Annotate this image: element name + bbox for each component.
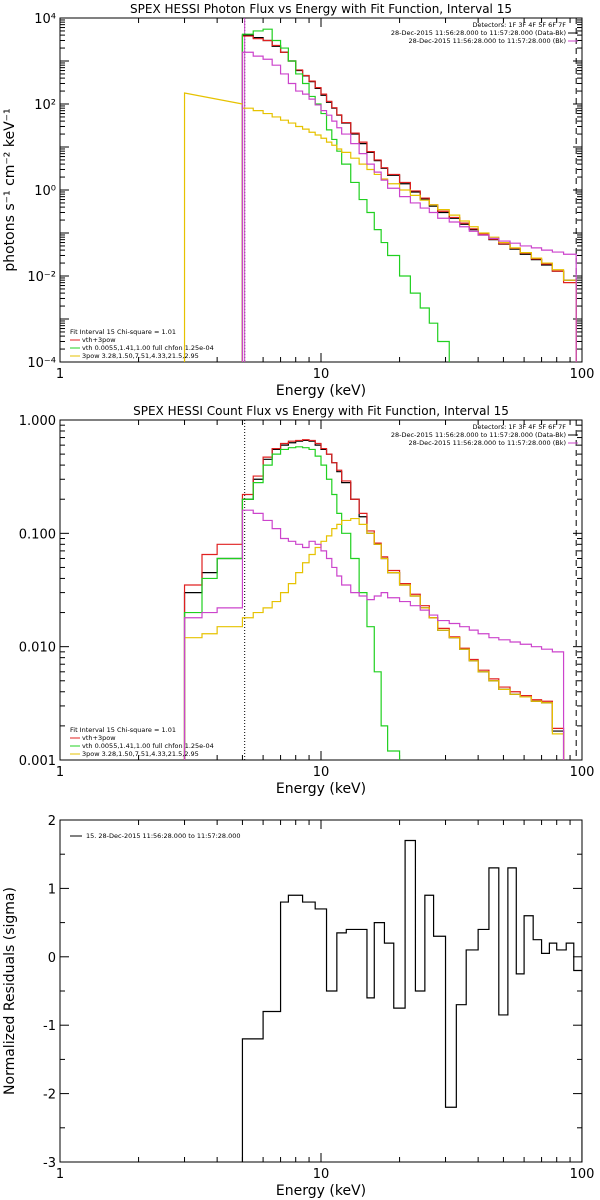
count-header-2: 28-Dec-2015 11:56:28.000 to 11:57:28.000… bbox=[409, 439, 567, 447]
residuals-xlabel: Energy (keV) bbox=[276, 1183, 366, 1199]
photon-header-1: 28-Dec-2015 11:56:28.000 to 11:57:28.000… bbox=[391, 29, 566, 37]
count-legend-entry: 3pow 3.28,1.50,7.51,4.33,21.5,2.95 bbox=[82, 750, 199, 758]
count-xtick-label: 1 bbox=[56, 765, 64, 780]
photon-ytick-label: 10⁻² bbox=[27, 270, 56, 285]
count-plot-area bbox=[183, 420, 577, 760]
photon-legend-entry: vth+3pow bbox=[82, 336, 116, 344]
count-header-1: 28-Dec-2015 11:56:28.000 to 11:57:28.000… bbox=[391, 431, 566, 439]
photon-ytick-label: 10⁻⁴ bbox=[27, 356, 56, 371]
count-xtick-label: 10 bbox=[313, 765, 330, 780]
photon-legend-entry: 3pow 3.28,1.50,7.51,4.33,21.5,2.95 bbox=[82, 352, 199, 360]
count-legend-entry: vth 0.0055,1.41,1.00 full chfon 1.25e-04 bbox=[82, 742, 214, 750]
count-xtick-label: 100 bbox=[570, 765, 595, 780]
photon-ytick-label: 10² bbox=[34, 98, 56, 113]
photon-ytick-label: 10⁴ bbox=[34, 12, 56, 27]
photon-xlabel: Energy (keV) bbox=[276, 383, 366, 399]
count-series-vth-3pow bbox=[183, 439, 565, 760]
photon-legend-entry: vth 0.0055,1.41,1.00 full chfon 1.25e-04 bbox=[82, 344, 214, 352]
count-ytick-label: 0.100 bbox=[19, 527, 56, 542]
count-series-background bbox=[183, 509, 565, 760]
count-header-0: Detectors: 1F 3F 4F 5F 6F 7F bbox=[472, 423, 566, 431]
photon-series-3pow bbox=[241, 107, 577, 362]
residuals-series-residuals bbox=[241, 839, 582, 1162]
photon-series-3pow-low bbox=[183, 92, 243, 362]
count-legend-entry: vth+3pow bbox=[82, 734, 116, 742]
count-frame bbox=[59, 419, 583, 761]
residuals-ytick-label: 1 bbox=[48, 882, 56, 897]
photon-ytick-label: 10⁰ bbox=[34, 184, 56, 199]
count-ytick-label: 0.010 bbox=[19, 641, 56, 656]
photon-header-0: Detectors: 1F 3F 4F 5F 6F 7F bbox=[472, 21, 566, 29]
photon-xtick-label: 1 bbox=[56, 367, 64, 382]
residuals-ytick-label: 2 bbox=[48, 814, 56, 829]
residuals-xtick-label: 1 bbox=[56, 1167, 64, 1182]
residuals-ylabel: Normalized Residuals (sigma) bbox=[2, 887, 18, 1095]
count-title: SPEX HESSI Count Flux vs Energy with Fit… bbox=[133, 404, 509, 418]
photon-legend-title: Fit Interval 15 Chi-square = 1.01 bbox=[70, 328, 176, 336]
residuals-panel: 1 10 100 Energy (keV) -3 -2 -1 0 1 2 Normalized Re… bbox=[2, 814, 594, 1199]
residuals-ytick-label: -1 bbox=[43, 1019, 56, 1034]
count-ytick-label: 0.001 bbox=[19, 754, 56, 769]
count-series-3pow bbox=[183, 517, 565, 760]
count-ytick-label: 1.000 bbox=[19, 414, 56, 429]
count-xlabel: Energy (keV) bbox=[276, 781, 366, 797]
photon-panel: SPEX HESSI Photon Flux vs Energy with Fi… bbox=[2, 2, 594, 399]
photon-xtick-label: 100 bbox=[570, 367, 595, 382]
residuals-plot-area bbox=[241, 839, 582, 1162]
residuals-xtick-label: 10 bbox=[313, 1167, 330, 1182]
photon-series-vth-3pow bbox=[241, 35, 577, 362]
residuals-ytick-label: 0 bbox=[48, 951, 56, 966]
count-legend-title: Fit Interval 15 Chi-square = 1.01 bbox=[70, 726, 176, 734]
photon-plot-area bbox=[183, 18, 577, 362]
count-panel: SPEX HESSI Count Flux vs Energy with Fit… bbox=[19, 404, 595, 797]
residuals-legend-text: 15. 28-Dec-2015 11:56:28.000 to 11:57:28… bbox=[86, 832, 241, 840]
photon-ylabel: photons s⁻¹ cm⁻² keV⁻¹ bbox=[2, 108, 18, 271]
photon-title: SPEX HESSI Photon Flux vs Energy with Fi… bbox=[130, 2, 512, 16]
photon-xtick-label: 10 bbox=[313, 367, 330, 382]
photon-frame bbox=[59, 17, 583, 363]
photon-series-data bbox=[241, 34, 577, 362]
residuals-ytick-label: -3 bbox=[43, 1156, 56, 1171]
photon-series-background bbox=[241, 51, 577, 362]
count-series-vth bbox=[183, 446, 401, 760]
photon-header-2: 28-Dec-2015 11:56:28.000 to 11:57:28.000… bbox=[409, 37, 567, 45]
residuals-frame bbox=[59, 819, 583, 1163]
residuals-ytick-label: -2 bbox=[43, 1088, 56, 1103]
residuals-xtick-label: 100 bbox=[570, 1167, 595, 1182]
